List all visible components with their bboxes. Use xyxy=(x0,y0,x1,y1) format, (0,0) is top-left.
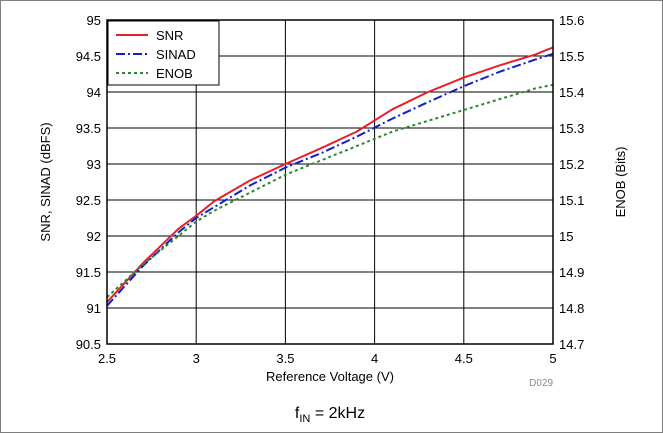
y2-tick-label: 14.8 xyxy=(559,301,584,316)
x-tick-label: 5 xyxy=(549,351,556,366)
y2-tick-label: 15.4 xyxy=(559,85,584,100)
legend: SNR SINAD ENOB xyxy=(107,20,220,86)
legend-box xyxy=(107,20,220,86)
y2-axis-label: ENOB (Bits) xyxy=(613,147,628,218)
y-tick-label: 94.5 xyxy=(76,49,101,64)
y2-tick-label: 15.5 xyxy=(559,49,584,64)
y-axis-ticks: 90.5 91 91.5 92 92.5 93 93.5 94 94.5 95 xyxy=(76,13,101,352)
y-tick-label: 92 xyxy=(87,229,101,244)
y-tick-label: 91 xyxy=(87,301,101,316)
plot-area-border xyxy=(106,19,554,345)
y2-axis-ticks: 14.7 14.8 14.9 15 15.1 15.2 15.3 15.4 15.5 15.6 xyxy=(559,13,584,352)
y2-tick-label: 15 xyxy=(559,229,573,244)
figure-code: D029 xyxy=(529,378,553,389)
x-tick-label: 4.5 xyxy=(455,351,473,366)
y-tick-label: 95 xyxy=(87,13,101,28)
series-line-snr xyxy=(106,46,554,303)
y-tick-label: 93 xyxy=(87,157,101,172)
legend-label-snr: SNR xyxy=(156,28,183,43)
y2-tick-label: 15.6 xyxy=(559,13,584,28)
y-axis-label: SNR, SINAD (dBFS) xyxy=(38,122,53,241)
y2-tick-label: 14.7 xyxy=(559,337,584,352)
series-line-sinad xyxy=(106,52,554,307)
series-lines xyxy=(106,46,554,307)
series-line-enob xyxy=(106,83,554,298)
x-tick-label: 3 xyxy=(193,351,200,366)
caption-subscript: IN xyxy=(299,413,310,425)
caption-rest: = 2kHz xyxy=(310,405,365,422)
y-tick-label: 94 xyxy=(87,85,101,100)
x-tick-label: 3.5 xyxy=(276,351,294,366)
y-tick-label: 93.5 xyxy=(76,121,101,136)
y-tick-label: 91.5 xyxy=(76,265,101,280)
y-tick-label: 92.5 xyxy=(76,193,101,208)
figure-caption: fIN = 2kHz xyxy=(295,405,365,425)
y2-tick-label: 15.3 xyxy=(559,121,584,136)
x-tick-label: 4 xyxy=(371,351,378,366)
y2-tick-label: 15.2 xyxy=(559,157,584,172)
legend-label-enob: ENOB xyxy=(156,66,193,81)
caption-main: f xyxy=(295,405,300,422)
y2-tick-label: 14.9 xyxy=(559,265,584,280)
x-tick-label: 2.5 xyxy=(98,351,116,366)
x-axis-label: Reference Voltage (V) xyxy=(266,369,394,384)
x-axis-ticks: 2.5 3 3.5 4 4.5 5 xyxy=(98,351,557,366)
legend-label-sinad: SINAD xyxy=(156,47,196,62)
y-tick-label: 90.5 xyxy=(76,337,101,352)
y2-tick-label: 15.1 xyxy=(559,193,584,208)
